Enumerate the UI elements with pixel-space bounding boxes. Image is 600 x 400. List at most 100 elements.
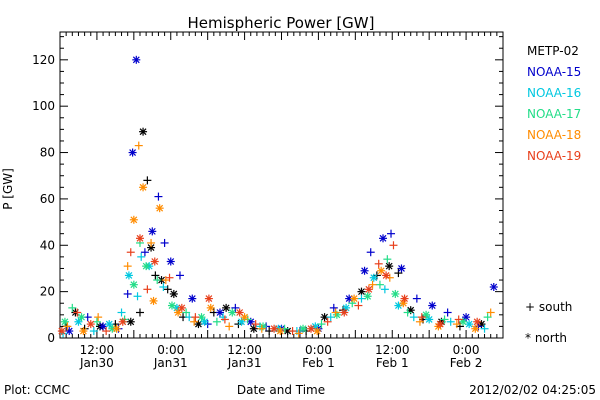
north-marker xyxy=(364,285,373,294)
south-marker xyxy=(417,313,426,322)
north-marker xyxy=(77,313,86,322)
north-marker xyxy=(363,292,372,301)
north-marker xyxy=(197,313,206,322)
south-marker xyxy=(143,176,152,185)
south-marker xyxy=(153,276,162,285)
north-marker xyxy=(148,227,157,236)
footer-right: 2012/02/02 04:25:05 xyxy=(469,383,596,397)
series-noaa-17 xyxy=(60,238,492,333)
south-marker xyxy=(147,238,156,247)
north-marker xyxy=(126,317,135,326)
south-marker xyxy=(288,327,297,336)
south-marker xyxy=(140,248,149,257)
south-marker xyxy=(117,308,126,317)
series-metp-02 xyxy=(62,127,486,336)
south-marker xyxy=(375,280,384,289)
south-marker xyxy=(480,324,489,333)
south-marker xyxy=(294,329,303,338)
north-marker xyxy=(177,303,186,312)
north-marker xyxy=(169,289,178,298)
y-axis-ticks: 0 20 40 60 80 100 120 xyxy=(32,36,503,345)
south-marker xyxy=(191,313,200,322)
north-marker xyxy=(391,289,400,298)
north-marker xyxy=(174,308,183,317)
south-marker xyxy=(357,294,366,303)
south-marker xyxy=(137,252,146,261)
south-marker xyxy=(440,315,449,324)
north-marker xyxy=(382,271,391,280)
x-tick-label-date: Jan31 xyxy=(227,356,262,370)
south-marker xyxy=(133,292,142,301)
x-tick-label-date: Jan30 xyxy=(79,356,114,370)
north-marker xyxy=(200,317,209,326)
y-tick-label: 100 xyxy=(32,99,55,113)
north-marker xyxy=(270,324,279,333)
north-marker xyxy=(188,294,197,303)
north-marker xyxy=(129,215,138,224)
south-marker xyxy=(394,269,403,278)
north-marker xyxy=(222,303,231,312)
north-marker xyxy=(204,294,213,303)
north-marker xyxy=(149,296,158,305)
south-marker xyxy=(331,308,340,317)
north-marker xyxy=(118,317,127,326)
north-marker xyxy=(215,308,224,317)
north-marker xyxy=(489,283,498,291)
plot-frame xyxy=(59,31,504,339)
x-tick-label-date: Jan31 xyxy=(153,356,188,370)
south-marker xyxy=(415,317,424,326)
south-marker xyxy=(92,317,101,326)
south-marker xyxy=(135,308,144,317)
x-tick-label-time: 0:00 xyxy=(305,343,332,357)
south-marker xyxy=(73,308,82,317)
north-marker xyxy=(57,327,66,336)
x-tick-label-time: 0:00 xyxy=(157,343,184,357)
south-marker xyxy=(231,303,240,312)
north-marker xyxy=(74,317,83,326)
y-axis-label: P [GW] xyxy=(1,168,15,210)
south-marker xyxy=(220,315,229,324)
south-marker xyxy=(483,313,492,322)
north-marker xyxy=(397,264,406,273)
x-axis-label: Date and Time xyxy=(237,383,325,397)
south-marker xyxy=(446,317,455,326)
south-marker xyxy=(102,327,111,336)
x-tick-label-time: 12:00 xyxy=(375,343,410,357)
north-marker xyxy=(129,280,138,289)
south-marker xyxy=(403,308,412,317)
north-marker xyxy=(167,301,176,310)
south-marker xyxy=(225,322,234,331)
y-tick-label: 60 xyxy=(40,192,55,206)
south-marker xyxy=(160,238,169,247)
north-marker xyxy=(139,127,148,136)
south-marker xyxy=(383,255,392,264)
y-tick-label: 40 xyxy=(40,238,55,252)
legend-entry-noaa-17: NOAA-17 xyxy=(527,107,581,121)
south-marker xyxy=(89,327,98,336)
x-tick-label-date: Feb 1 xyxy=(376,356,409,370)
north-marker xyxy=(400,294,409,303)
south-marker xyxy=(329,303,338,312)
south-marker xyxy=(317,320,326,329)
south-marker xyxy=(380,285,389,294)
north-marker xyxy=(79,327,88,336)
north-marker xyxy=(166,257,175,266)
north-marker xyxy=(276,327,285,336)
legend-entry-metp-02: METP-02 xyxy=(527,44,579,58)
north-marker xyxy=(385,262,394,271)
x-tick-label-date: Feb 2 xyxy=(450,356,483,370)
north-marker xyxy=(240,313,249,322)
south-marker xyxy=(94,313,103,322)
south-marker xyxy=(389,241,398,250)
south-marker xyxy=(412,294,421,303)
north-marker xyxy=(112,324,121,333)
north-marker xyxy=(369,273,378,282)
south-marker xyxy=(409,313,418,322)
south-marker xyxy=(323,317,332,326)
south-marker xyxy=(182,308,191,317)
footer-left: Plot: CCMC xyxy=(4,383,70,397)
south-marker xyxy=(452,320,461,329)
south-marker xyxy=(163,285,172,294)
south-marker xyxy=(454,315,463,324)
